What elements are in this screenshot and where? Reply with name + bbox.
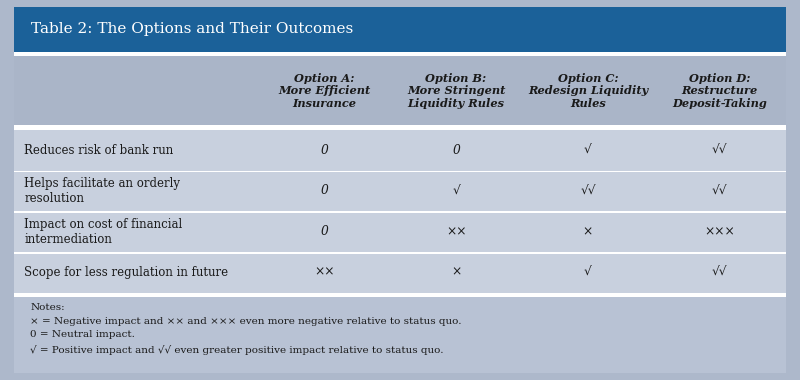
Text: Scope for less regulation in future: Scope for less regulation in future bbox=[24, 266, 228, 279]
Text: Option B:
More Stringent
Liquidity Rules: Option B: More Stringent Liquidity Rules bbox=[407, 73, 506, 109]
Text: √√: √√ bbox=[712, 266, 727, 279]
Text: Table 2: The Options and Their Outcomes: Table 2: The Options and Their Outcomes bbox=[31, 22, 354, 36]
Text: Reduces risk of bank run: Reduces risk of bank run bbox=[24, 144, 174, 157]
Text: √: √ bbox=[584, 144, 592, 157]
Text: ×: × bbox=[451, 266, 462, 279]
Text: ×××: ××× bbox=[704, 225, 735, 238]
Text: √√: √√ bbox=[580, 184, 596, 198]
Text: Impact on cost of financial
intermediation: Impact on cost of financial intermediati… bbox=[24, 218, 182, 245]
Text: Notes:
× = Negative impact and ×× and ××× even more negative relative to status : Notes: × = Negative impact and ×× and ××… bbox=[30, 303, 462, 355]
Text: Option A:
More Efficient
Insurance: Option A: More Efficient Insurance bbox=[278, 73, 370, 109]
Text: ××: ×× bbox=[446, 225, 466, 238]
Text: 0: 0 bbox=[321, 144, 328, 157]
Text: ××: ×× bbox=[314, 266, 334, 279]
Text: Option C:
Redesign Liquidity
Rules: Option C: Redesign Liquidity Rules bbox=[528, 73, 648, 109]
Text: √: √ bbox=[584, 266, 592, 279]
Text: √: √ bbox=[452, 184, 460, 198]
Text: 0: 0 bbox=[321, 225, 328, 238]
Text: √√: √√ bbox=[712, 184, 727, 198]
Text: 0: 0 bbox=[452, 144, 460, 157]
Text: Helps facilitate an orderly
resolution: Helps facilitate an orderly resolution bbox=[24, 177, 180, 205]
Text: ×: × bbox=[582, 225, 593, 238]
Text: Option D:
Restructure
Deposit-Taking: Option D: Restructure Deposit-Taking bbox=[672, 73, 767, 109]
Text: √√: √√ bbox=[712, 144, 727, 157]
Text: 0: 0 bbox=[321, 184, 328, 198]
